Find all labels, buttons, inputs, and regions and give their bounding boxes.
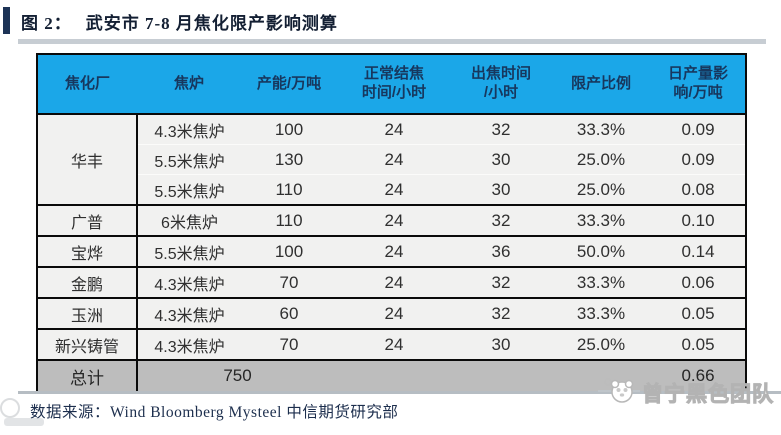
discharge-time-cell: 32: [451, 204, 551, 236]
data-source: 数据来源：Wind Bloomberg Mysteel 中信期货研究部: [30, 404, 399, 421]
oven-cell: 4.3米焦炉: [137, 266, 241, 298]
table-row: 新兴铸管 4.3米焦炉 70 24 30 25.0% 0.05: [37, 328, 746, 360]
total-row: 总计 750 0.66: [37, 359, 746, 392]
limit-ratio-cell: 25.0%: [551, 328, 651, 360]
column-header-0: 焦化厂: [37, 54, 137, 115]
team-watermark-text: 曾宁黑色团队: [642, 383, 774, 407]
discharge-time-cell: 30: [451, 174, 551, 205]
coking-time-cell: 24: [337, 144, 451, 175]
capacity-cell: 60: [241, 297, 337, 329]
limit-ratio-cell: 25.0%: [551, 174, 651, 205]
discharge-time-cell: 30: [451, 144, 551, 175]
discharge-time-cell: 32: [451, 113, 551, 145]
table-row: 玉洲 4.3米焦炉 60 24 32 33.3% 0.05: [37, 297, 746, 329]
total-empty-cell: [337, 359, 651, 392]
total-label-cell: 总计: [37, 359, 138, 392]
impact-cell: 0.14: [651, 235, 746, 267]
company-cell: 广普: [37, 204, 138, 236]
total-capacity-cell: 750: [137, 359, 337, 392]
limit-ratio-cell: 33.3%: [551, 204, 651, 236]
limit-ratio-cell: 33.3%: [551, 266, 651, 298]
company-cell: 玉洲: [37, 297, 138, 329]
table-row: 宝烨 5.5米焦炉 100 24 36 50.0% 0.14: [37, 235, 746, 267]
capacity-cell: 70: [241, 266, 337, 298]
impact-cell: 0.08: [651, 174, 746, 205]
title-divider: [18, 39, 766, 44]
table-row: 5.5米焦炉 110 24 30 25.0% 0.08: [37, 174, 746, 205]
impact-cell: 0.06: [651, 266, 746, 298]
capacity-cell: 100: [241, 113, 337, 145]
capacity-cell: 110: [241, 204, 337, 236]
capacity-cell: 110: [241, 174, 337, 205]
limit-ratio-cell: 33.3%: [551, 113, 651, 145]
impact-cell: 0.05: [651, 297, 746, 329]
coking-time-cell: 24: [337, 266, 451, 298]
coking-time-cell: 24: [337, 113, 451, 145]
capacity-cell: 70: [241, 328, 337, 360]
team-watermark: 曾宁黑色团队: [598, 376, 774, 410]
figure-title: 图 2： 武安市 7-8 月焦化限产影响测算: [21, 9, 338, 34]
figure-title-block: 图 2： 武安市 7-8 月焦化限产影响测算: [0, 6, 781, 44]
oven-cell: 4.3米焦炉: [137, 297, 241, 329]
impact-cell: 0.05: [651, 328, 746, 360]
capacity-cell: 100: [241, 235, 337, 267]
figure-title-text: 武安市 7-8 月焦化限产影响测算: [85, 14, 338, 33]
oven-cell: 5.5米焦炉: [137, 174, 241, 205]
oven-cell: 4.3米焦炉: [137, 328, 241, 360]
table-row: 华丰 4.3米焦炉 100 24 32 33.3% 0.09: [37, 113, 746, 205]
total-impact-cell: 0.66: [651, 359, 746, 392]
coking-time-cell: 24: [337, 328, 451, 360]
impact-cell: 0.10: [651, 204, 746, 236]
company-cell: 新兴铸管: [37, 328, 138, 360]
limit-ratio-cell: 33.3%: [551, 297, 651, 329]
coking-time-cell: 24: [337, 174, 451, 205]
column-header-1: 焦炉: [137, 54, 241, 115]
capacity-cell: 130: [241, 144, 337, 175]
title-accent-bar: [3, 7, 10, 34]
coking-time-cell: 24: [337, 235, 451, 267]
oven-cell: 6米焦炉: [137, 204, 241, 236]
oven-cell: 5.5米焦炉: [137, 144, 241, 175]
panda-icon: [598, 375, 640, 412]
table-row: 金鹏 4.3米焦炉 70 24 32 33.3% 0.06: [37, 266, 746, 298]
table-row: 5.5米焦炉 130 24 30 25.0% 0.09: [37, 144, 746, 175]
oven-cell: 4.3米焦炉: [137, 113, 241, 145]
discharge-time-cell: 32: [451, 266, 551, 298]
coking-limit-table: 焦化厂 焦炉 产能/万吨 正常结焦 时间/小时 出焦时间 /小时 限产比例 日产量影 响/万…: [36, 53, 747, 393]
impact-cell: 0.09: [651, 113, 746, 145]
column-header-2: 产能/万吨: [241, 54, 337, 115]
oven-cell: 5.5米焦炉: [137, 235, 241, 267]
column-header-3: 正常结焦 时间/小时: [337, 54, 451, 115]
coking-time-cell: 24: [337, 297, 451, 329]
impact-cell: 0.09: [651, 144, 746, 175]
table-row: 广普 6米焦炉 110 24 32 33.3% 0.10: [37, 204, 746, 236]
column-header-4: 出焦时间 /小时: [451, 54, 551, 115]
company-cell: 华丰: [37, 113, 138, 205]
table-header: 焦化厂 焦炉 产能/万吨 正常结焦 时间/小时 出焦时间 /小时 限产比例 日产量影 响/万…: [37, 54, 746, 115]
company-cell: 宝烨: [37, 235, 138, 267]
figure-label: 图 2：: [21, 14, 72, 33]
coking-time-cell: 24: [337, 204, 451, 236]
company-cell: 金鹏: [37, 266, 138, 298]
discharge-time-cell: 36: [451, 235, 551, 267]
discharge-time-cell: 30: [451, 328, 551, 360]
discharge-time-cell: 32: [451, 297, 551, 329]
limit-ratio-cell: 50.0%: [551, 235, 651, 267]
column-header-5: 限产比例: [551, 54, 651, 115]
coking-limit-table-wrap: 焦化厂 焦炉 产能/万吨 正常结焦 时间/小时 出焦时间 /小时 限产比例 日产量影 响/万…: [36, 53, 747, 393]
corner-watermark: [0, 396, 52, 430]
limit-ratio-cell: 25.0%: [551, 144, 651, 175]
footer-divider: [18, 391, 781, 394]
column-header-6: 日产量影 响/万吨: [651, 54, 746, 115]
